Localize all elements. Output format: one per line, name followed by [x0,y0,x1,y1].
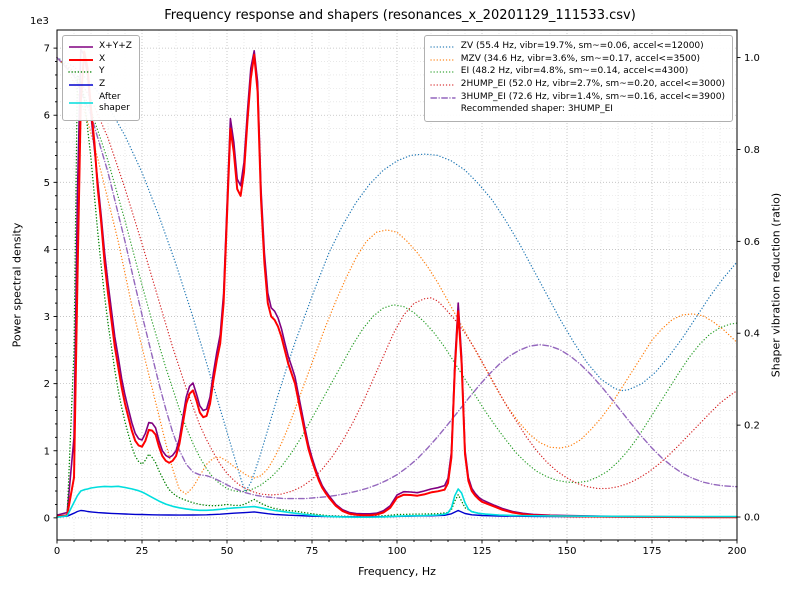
y-axis-label-right: Shaper vibration reduction (ratio) [769,192,783,378]
legend-label-mzv: MZV (34.6 Hz, vibr=3.6%, sm~=0.17, accel… [460,53,700,64]
legend-line-sample [69,84,93,86]
legend-label-after: After shaper [99,91,130,114]
legend-label-hump2: 2HUMP_EI (52.0 Hz, vibr=2.7%, sm~=0.20, … [460,79,725,90]
tick-labels: 0 25 50 75 100 125 150 175 200 0 1 2 3 4 5 6 7 0.0 0.2 0.4 0… [44,44,760,557]
series-hump3-line [56,56,738,500]
legend-line-sample [430,96,456,99]
legend-entry-zv: ZV (55.4 Hz, vibr=19.7%, sm~=0.06, accel… [430,41,725,53]
series-group [56,48,738,519]
x-tick-label: 125 [472,546,491,557]
y-right-tick-label: 0.0 [744,513,760,524]
x-tick-label: 200 [727,546,746,557]
y-left-tick-label: 6 [44,111,50,122]
legend-label-x: X [99,53,106,64]
x-tick-label: 50 [221,546,234,557]
y-right-tick-label: 0.6 [744,237,760,248]
y-right-tick-label: 0.8 [744,145,760,156]
legend-label-xyz: X+Y+Z [99,41,132,51]
y-left-tick-label: 3 [44,312,50,323]
legend-label-zv: ZV (55.4 Hz, vibr=19.7%, sm~=0.06, accel… [460,41,704,51]
legend-line-sample [430,46,456,48]
legend-entry-xyz: X+Y+Z [68,41,132,53]
legend-label-ei: EI (48.2 Hz, vibr=4.8%, sm~=0.14, accel<… [460,66,689,77]
legend-note-text: Recommended shaper: 3HUMP_EI [460,104,613,115]
series-ei-line [56,56,738,493]
legend-note: Recommended shaper: 3HUMP_EI [430,104,725,116]
y-left-tick-label: 5 [44,178,50,189]
series-y-line [56,74,738,518]
minor-grid [57,30,737,540]
legend-psd: X+Y+Z X Y Z After shaper [62,35,140,122]
legend-entry-mzv: MZV (34.6 Hz, vibr=3.6%, sm~=0.17, accel… [430,54,725,66]
legend-line-sample [430,84,456,86]
series-z-line [56,509,738,518]
legend-label-hump3: 3HUMP_EI (72.6 Hz, vibr=1.4%, sm~=0.16, … [460,91,725,102]
legend-line-sample [69,46,93,48]
legend-line-sample [69,102,93,105]
legend-line-sample [430,71,456,73]
series-x-line [56,50,737,519]
x-tick-label: 150 [557,546,576,557]
x-axis-label: Frequency, Hz [358,565,436,578]
legend-entry-z: Z [68,79,132,91]
y-right-tick-label: 0.4 [744,329,760,340]
legend-entry-ei: EI (48.2 Hz, vibr=4.8%, sm~=0.14, accel<… [430,66,725,78]
legend-line-sample [69,58,93,61]
y-right-tick-label: 0.2 [744,421,760,432]
legend-shapers: ZV (55.4 Hz, vibr=19.7%, sm~=0.06, accel… [423,35,733,123]
x-tick-label: 75 [306,546,319,557]
y-left-tick-label: 1 [44,446,50,457]
legend-entry-hump2: 2HUMP_EI (52.0 Hz, vibr=2.7%, sm~=0.20, … [430,79,725,91]
x-tick-label: 100 [387,546,406,557]
y-left-tick-label: 7 [44,44,50,55]
x-tick-label: 0 [54,546,60,557]
legend-entry-hump3: 3HUMP_EI (72.6 Hz, vibr=1.4%, sm~=0.16, … [430,92,725,104]
y-left-tick-label: 0 [44,513,50,524]
axis-ticks [53,47,741,544]
legend-label-z: Z [99,79,106,90]
y-left-tick-label: 2 [44,379,50,390]
legend-line-sample [430,58,456,61]
legend-entry-x: X [68,54,132,66]
y-right-tick-label: 1.0 [744,53,760,64]
legend-entry-after: After shaper [68,92,132,115]
legend-label-y: Y [99,66,105,77]
series-after-line [56,485,738,518]
legend-entry-y: Y [68,66,132,78]
y-left-tick-label: 4 [44,245,50,256]
x-tick-label: 25 [136,546,149,557]
x-tick-label: 175 [642,546,661,557]
y-axis-label-left: Power spectral density [10,222,24,348]
legend-line-sample [68,71,94,73]
chart-title: Frequency response and shapers (resonanc… [164,8,636,23]
y-axis-multiplier: 1e3 [30,16,49,27]
series-hump2-line [56,56,738,496]
